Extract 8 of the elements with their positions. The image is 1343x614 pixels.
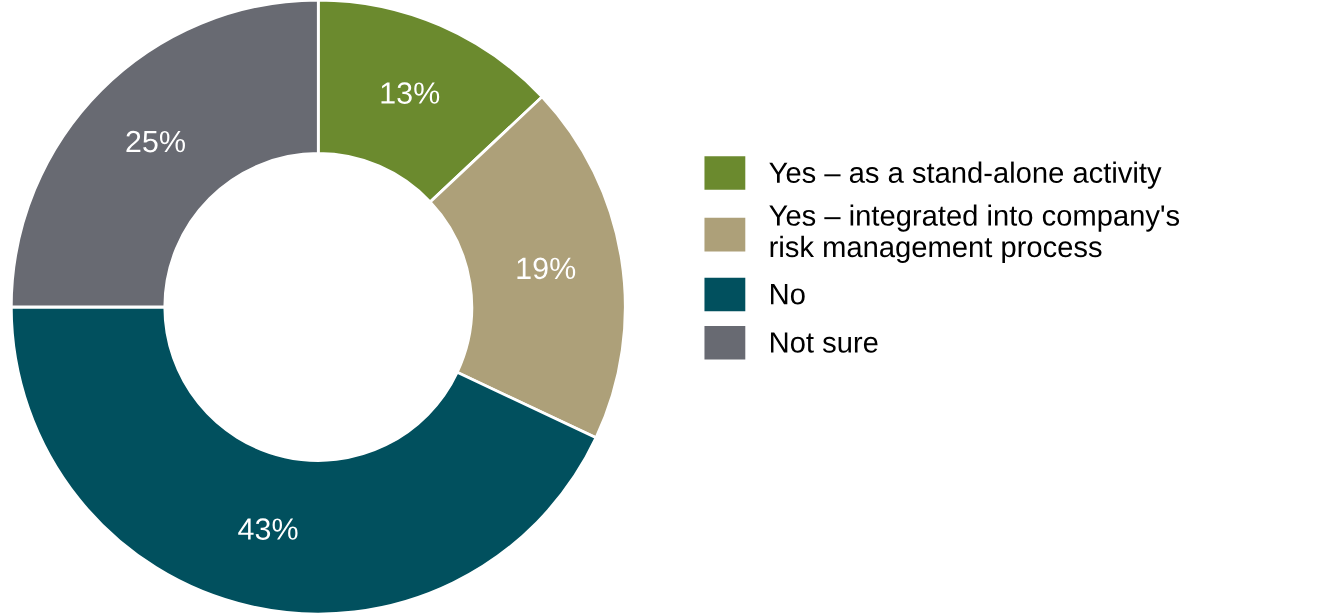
data-label: 19%: [517, 257, 576, 280]
data-label: 25%: [126, 130, 185, 153]
legend-label: No: [771, 284, 805, 305]
data-label: 13%: [381, 82, 440, 104]
legend-label: Yes – integrated into company's risk management process: [769, 204, 1180, 264]
data-label: 43%: [238, 518, 298, 540]
legend-label: Yes – as a stand-alone activity: [769, 161, 1162, 189]
legend-label: Not sure: [771, 332, 878, 353]
